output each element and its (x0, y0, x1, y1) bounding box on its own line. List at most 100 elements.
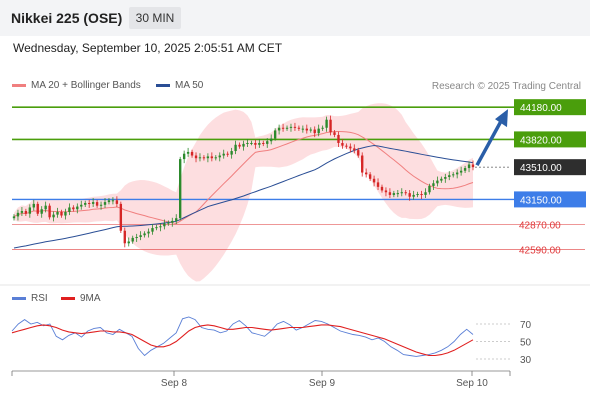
level-label-5: 42590.00 (519, 246, 561, 257)
level-label-3: 43150.00 (520, 195, 562, 206)
level-tag-2 (514, 159, 586, 176)
rsi-tick-label-2: 30 (520, 355, 532, 366)
candle-body (349, 146, 352, 149)
candle-body (337, 134, 340, 143)
candle-body (131, 237, 134, 242)
timeframe-button[interactable]: 30 MIN (129, 7, 181, 29)
candle-body (179, 159, 182, 219)
candle-body (218, 155, 221, 158)
candle-body (258, 142, 261, 145)
candle-body (52, 214, 55, 218)
candle-body (32, 203, 35, 208)
instrument-title: Nikkei 225 (OSE) (11, 10, 123, 26)
legend-rsi-ma: 9MA (61, 293, 101, 304)
candle-body (455, 172, 459, 175)
candle-body (309, 129, 312, 131)
candle-body (123, 230, 126, 244)
candle-body (143, 233, 146, 236)
candle-body (44, 205, 47, 210)
candle-body (329, 119, 332, 133)
candle-body (107, 200, 111, 203)
legend-ma50: MA 50 (156, 80, 203, 91)
rsi-ma-label: 9MA (80, 293, 101, 304)
level-label-2: 43510.00 (520, 163, 562, 174)
candle-body (91, 202, 95, 204)
target-arrowhead (495, 109, 508, 128)
candle-body (412, 194, 415, 197)
candle-body (246, 142, 249, 144)
candle-body (127, 241, 130, 244)
candle-body (380, 186, 384, 191)
candle-body (372, 178, 376, 183)
candle-body (103, 202, 107, 205)
candle-body (194, 155, 198, 159)
target-arrow-shaft (475, 120, 503, 167)
candle-body (424, 192, 427, 195)
candle-body (155, 227, 158, 229)
candle-body (384, 190, 388, 193)
candle-body (119, 203, 123, 231)
candle-body (471, 164, 475, 168)
candle-body (56, 211, 59, 215)
candle-body (408, 193, 411, 197)
candle-body (182, 153, 186, 160)
candle-body (420, 194, 423, 196)
chart-header: Nikkei 225 (OSE) 30 MIN (0, 0, 590, 36)
x-tick-label-2: Sep 10 (456, 378, 488, 389)
candle-body (432, 183, 435, 186)
candle-body (440, 178, 443, 181)
candle-body (190, 151, 194, 156)
candle-body (416, 194, 419, 196)
rsi-ma-swatch (61, 296, 75, 300)
candle-body (273, 130, 277, 139)
candle-body (28, 207, 32, 214)
level-label-4: 42870.00 (519, 220, 561, 231)
candle-body (321, 127, 324, 129)
x-tick-label-0: Sep 8 (161, 378, 188, 389)
candle-body (222, 153, 225, 156)
candle-body (186, 151, 190, 154)
candle-body (301, 128, 305, 130)
candle-body (400, 192, 403, 194)
candle-body (16, 212, 20, 217)
candle-body (226, 153, 229, 155)
candle-body (436, 180, 439, 184)
candle-body (396, 193, 400, 195)
candle-body (459, 170, 463, 173)
candle-body (60, 211, 63, 216)
candle-body (151, 228, 154, 232)
candle-body (84, 202, 87, 205)
candle-body (266, 141, 269, 144)
ma20-label: MA 20 + Bollinger Bands (31, 80, 141, 91)
candle-body (202, 157, 206, 159)
candle-body (333, 132, 336, 135)
research-credit: Research © 2025 Trading Central (431, 81, 581, 92)
candle-body (171, 220, 174, 223)
ma50-line (13, 144, 474, 249)
candle-body (285, 127, 289, 129)
bollinger-band (14, 103, 473, 282)
x-tick-label-1: Sep 9 (309, 378, 336, 389)
candle-body (234, 144, 237, 152)
candle-body (277, 127, 281, 131)
candle-body (135, 237, 138, 239)
candle-body (20, 211, 24, 213)
rsi-line (11, 316, 474, 357)
candle-body (214, 157, 217, 159)
ma50-label: MA 50 (175, 80, 204, 91)
rsi-swatch (12, 296, 26, 300)
candle-body (210, 156, 214, 159)
candle-body (111, 200, 115, 202)
candle-body (12, 216, 16, 219)
level-tag-1 (514, 131, 586, 148)
candle-body (325, 119, 328, 128)
candle-body (139, 235, 142, 238)
candle-body (392, 193, 396, 195)
candle-body (361, 155, 364, 173)
candle-body (357, 150, 360, 156)
ma20-line (13, 130, 474, 224)
candle-body (289, 126, 293, 128)
candle-body (281, 127, 285, 129)
candle-body (313, 129, 316, 134)
